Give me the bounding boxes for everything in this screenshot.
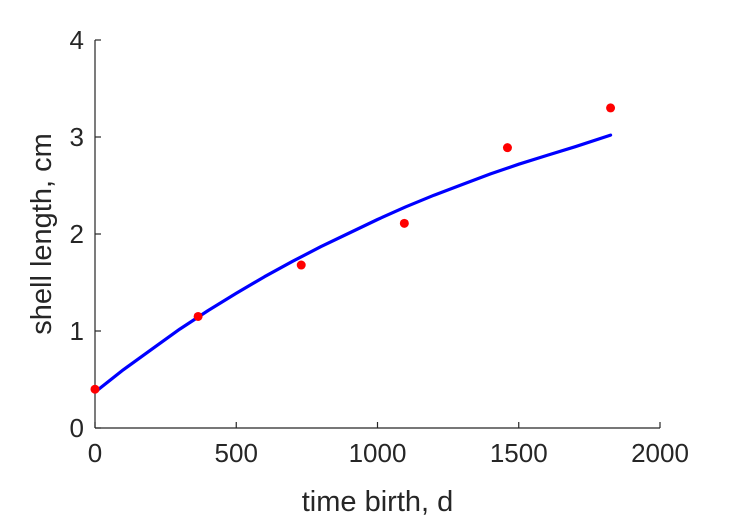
fit-curve — [93, 133, 613, 394]
y-axis-label: shell length, cm — [26, 133, 58, 335]
data-point — [399, 218, 409, 228]
x-axis-label: time birth, d — [302, 486, 454, 518]
x-tick-label: 1500 — [490, 438, 548, 468]
y-tick-label: 0 — [70, 413, 84, 443]
y-ticks: 0 1 2 3 4 — [70, 25, 101, 443]
x-tick-label: 2000 — [631, 438, 689, 468]
axes — [94, 40, 660, 429]
y-tick-label: 4 — [70, 25, 84, 55]
x-tick-label: 500 — [215, 438, 258, 468]
y-tick-label: 1 — [70, 316, 84, 346]
data-point — [606, 103, 616, 113]
data-point — [296, 260, 306, 270]
data-point — [90, 384, 100, 394]
y-tick-label: 3 — [70, 122, 84, 152]
data-point — [502, 143, 512, 153]
plot-area — [90, 103, 616, 394]
y-tick-label: 2 — [70, 219, 84, 249]
x-tick-label: 0 — [88, 438, 102, 468]
x-tick-label: 1000 — [349, 438, 407, 468]
data-point — [193, 311, 203, 321]
x-ticks: 0 500 1000 1500 2000 — [88, 422, 689, 468]
